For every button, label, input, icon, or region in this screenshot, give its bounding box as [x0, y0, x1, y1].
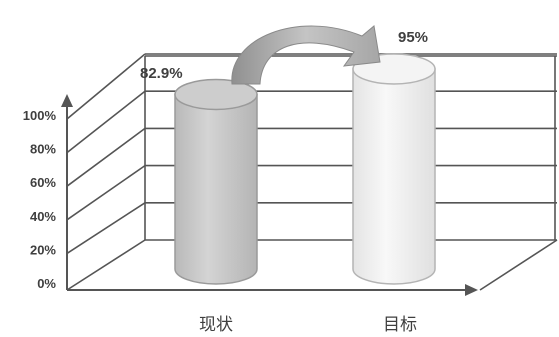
- y-tick-labels: 0% 20% 40% 60% 80% 100%: [23, 108, 57, 291]
- bar-body: [352, 68, 436, 285]
- bar-target: [352, 53, 436, 285]
- bar-top: [174, 78, 258, 111]
- grid-lines: [66, 53, 557, 291]
- grid-line-diagonal: [66, 53, 146, 120]
- y-tick-label: 20%: [30, 242, 56, 257]
- value-labels: 82.9% 95%: [140, 29, 428, 82]
- grid-line-diagonal: [66, 202, 146, 255]
- y-tick-label: 60%: [30, 175, 56, 190]
- y-axis: [61, 94, 73, 290]
- x-axis: [67, 284, 478, 296]
- value-label: 95%: [398, 29, 428, 46]
- grid-line-diagonal: [66, 239, 146, 291]
- bars: [174, 53, 436, 285]
- grid-line-diagonal: [66, 127, 146, 187]
- y-tick-label: 0%: [37, 276, 56, 291]
- bar-current: [174, 78, 258, 285]
- curved-arrow-icon: [231, 25, 381, 85]
- category-label: 目标: [383, 315, 417, 335]
- grid-line-diagonal: [66, 164, 146, 221]
- y-tick-label: 80%: [30, 142, 56, 157]
- value-label: 82.9%: [140, 65, 183, 82]
- grid-line-diagonal: [66, 90, 146, 154]
- bar-body: [174, 93, 258, 285]
- y-tick-label: 100%: [23, 108, 57, 123]
- category-labels: 现状 目标: [199, 315, 417, 335]
- y-tick-label: 40%: [30, 209, 56, 224]
- category-label: 现状: [199, 315, 233, 335]
